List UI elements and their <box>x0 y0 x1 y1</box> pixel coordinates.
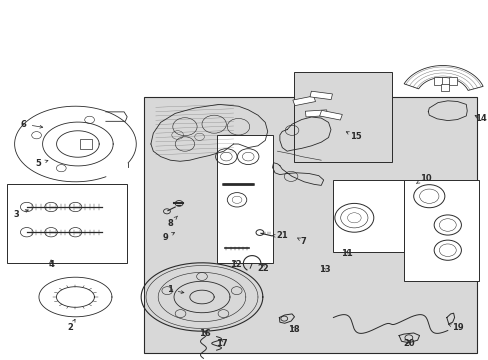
Text: 2: 2 <box>67 319 75 332</box>
Text: 19: 19 <box>447 323 462 332</box>
Text: 3: 3 <box>14 210 28 219</box>
Bar <box>448 77 456 85</box>
Bar <box>294 72 391 162</box>
Bar <box>292 96 315 105</box>
Text: 11: 11 <box>340 249 352 258</box>
Text: 20: 20 <box>402 339 414 348</box>
Bar <box>319 111 342 120</box>
Bar <box>333 180 403 252</box>
Text: 18: 18 <box>287 325 299 334</box>
Text: 22: 22 <box>256 264 268 273</box>
Polygon shape <box>403 66 482 90</box>
Bar <box>80 139 92 149</box>
Text: 14: 14 <box>473 114 485 123</box>
Bar <box>216 135 272 263</box>
Text: 5: 5 <box>36 159 48 168</box>
Bar <box>143 97 476 353</box>
Text: 13: 13 <box>318 266 330 275</box>
Text: 7: 7 <box>297 237 306 246</box>
Text: 15: 15 <box>346 132 362 141</box>
Text: 4: 4 <box>48 260 54 269</box>
Bar <box>309 91 332 100</box>
Text: 9: 9 <box>162 233 174 242</box>
Text: 17: 17 <box>215 339 227 348</box>
Text: 1: 1 <box>166 285 183 294</box>
Bar <box>403 180 478 281</box>
Text: 10: 10 <box>416 174 430 183</box>
Text: 16: 16 <box>199 328 211 338</box>
Bar <box>305 110 326 117</box>
Text: 6: 6 <box>21 120 42 129</box>
Text: 8: 8 <box>167 216 177 228</box>
Bar <box>441 84 448 91</box>
Text: 21: 21 <box>272 231 287 240</box>
Bar <box>7 184 126 263</box>
Bar <box>433 77 441 85</box>
Text: 12: 12 <box>229 260 241 269</box>
